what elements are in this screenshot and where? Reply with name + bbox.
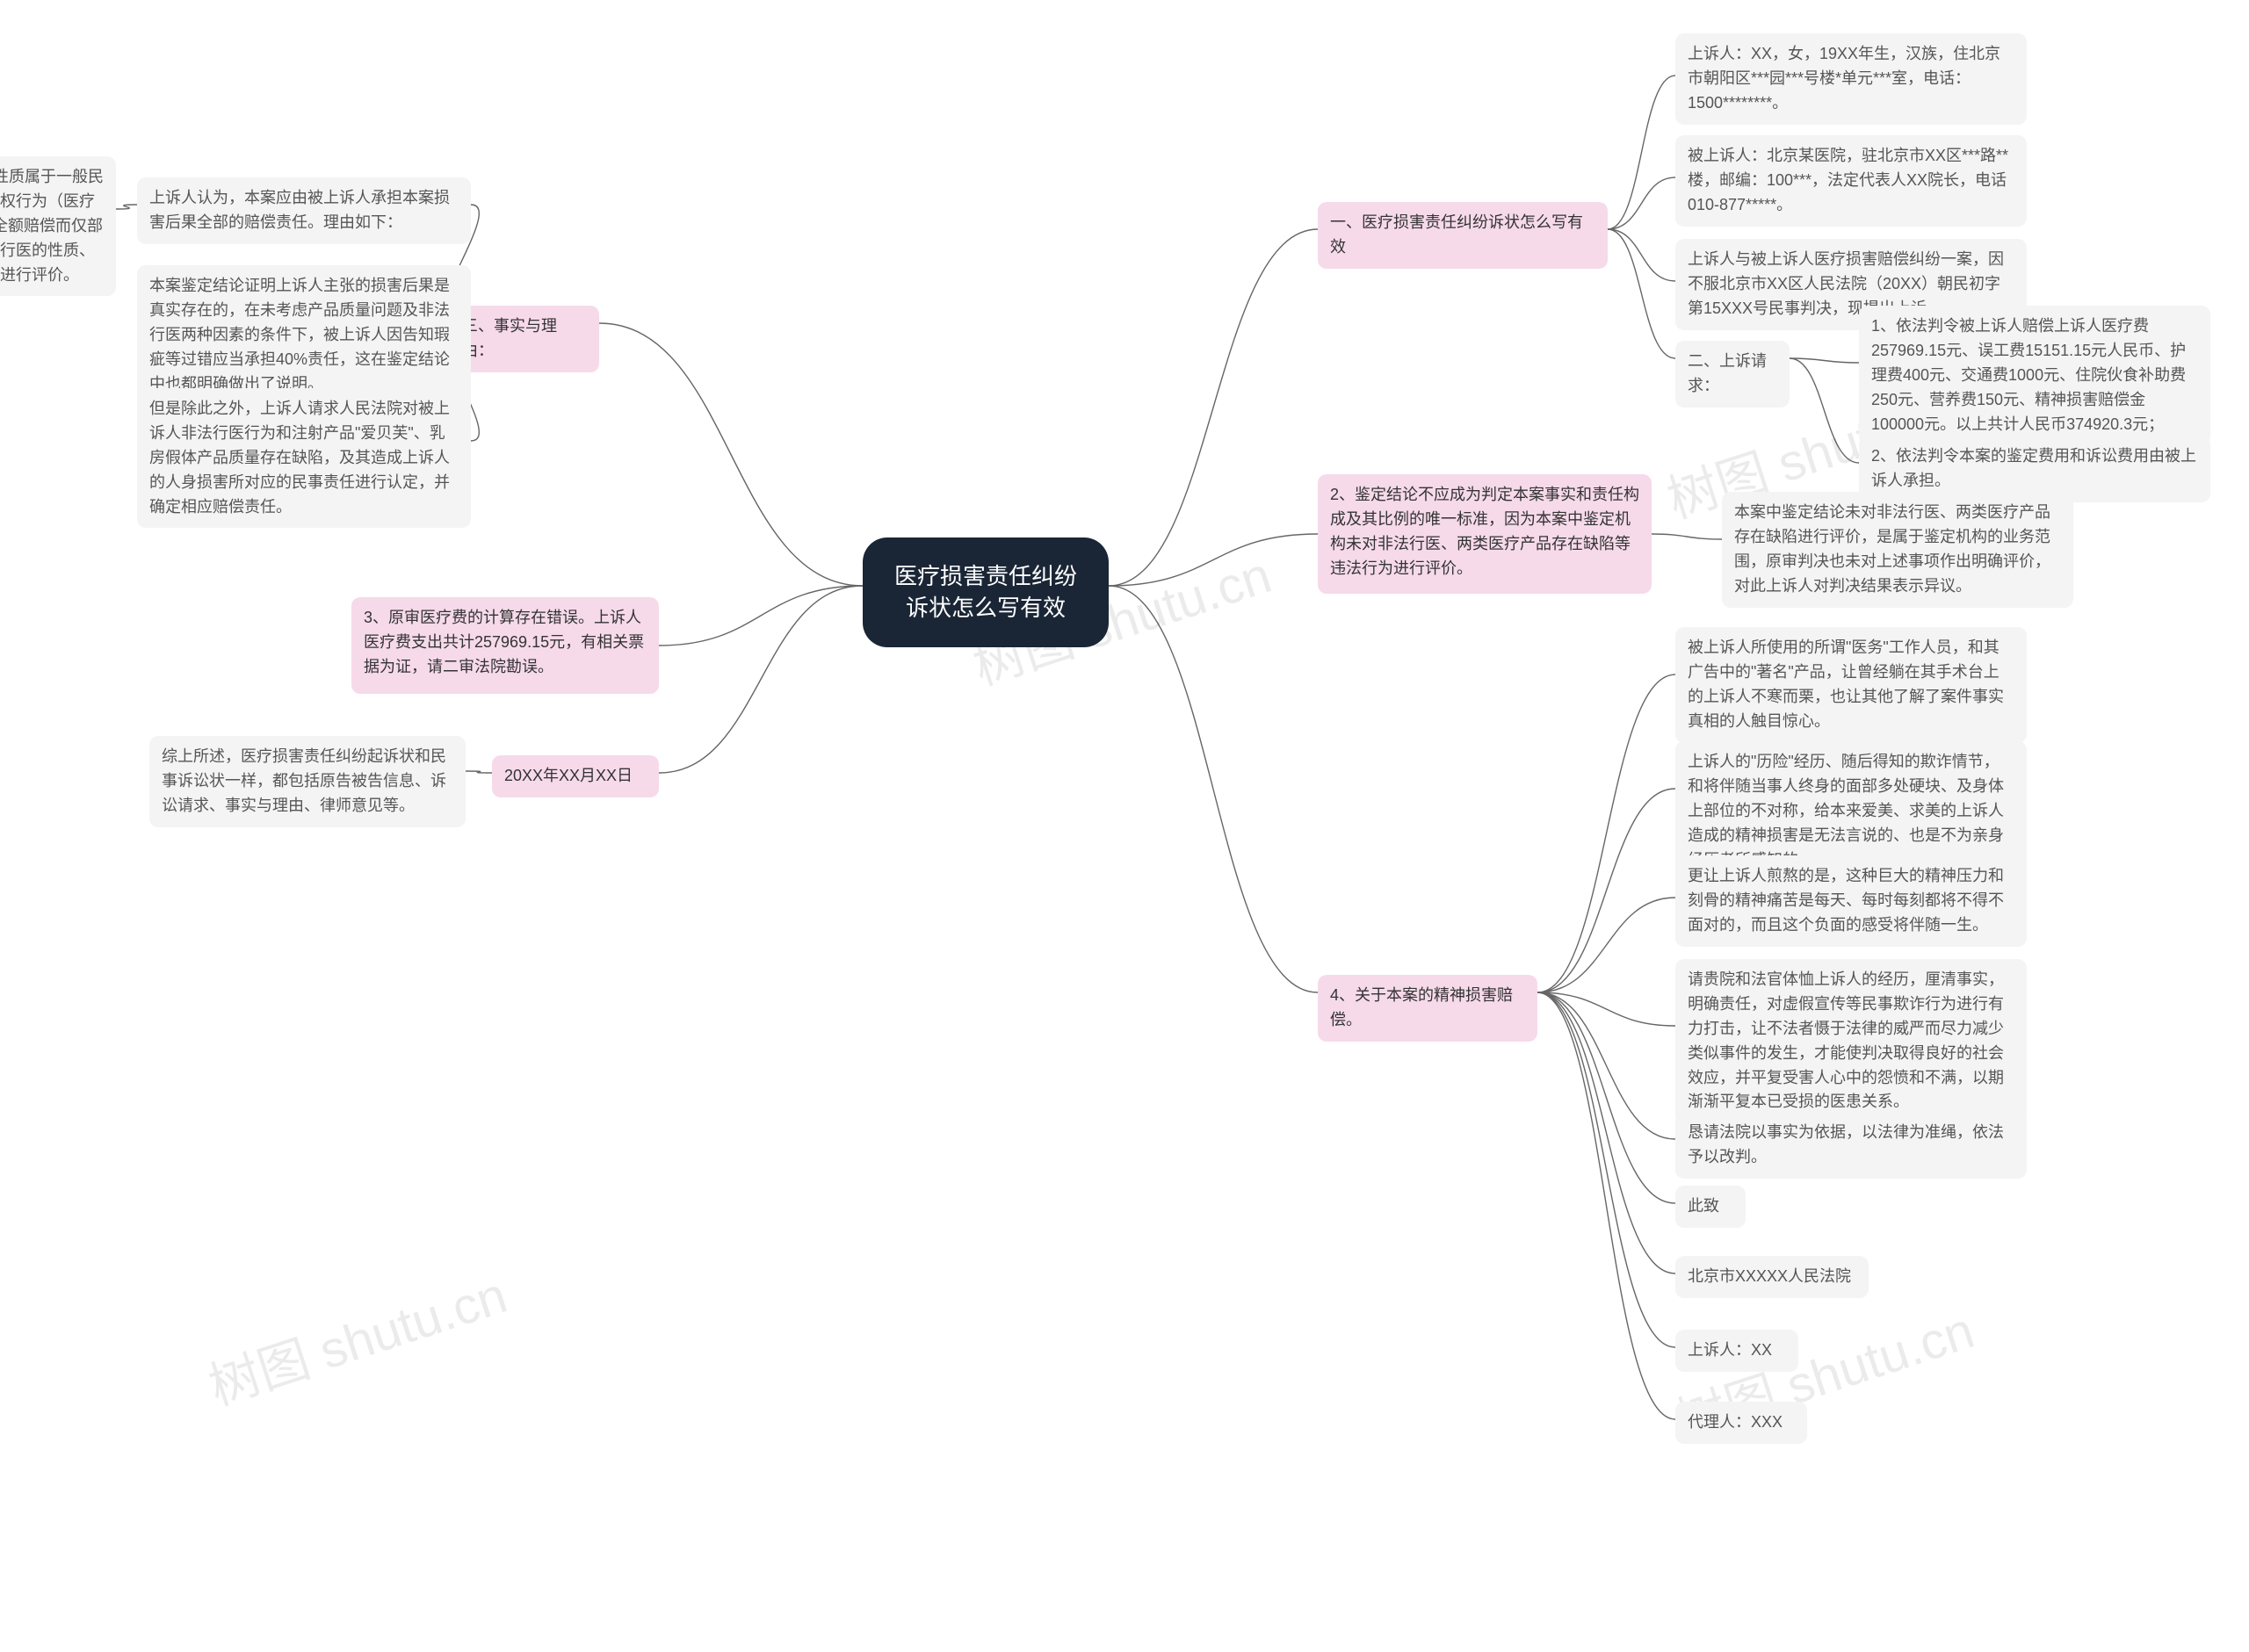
leaf-node[interactable]: 综上所述，医疗损害责任纠纷起诉状和民事诉讼状一样，都包括原告被告信息、诉讼请求、… bbox=[149, 736, 466, 827]
edge bbox=[1537, 992, 1675, 1026]
edge bbox=[1537, 898, 1675, 992]
leaf-node[interactable]: 本案鉴定结论证明上诉人主张的损害后果是真实存在的，在未考虑产品质量问题及非法行医… bbox=[137, 265, 471, 405]
branch-node[interactable]: 2、鉴定结论不应成为判定本案事实和责任构成及其比例的唯一标准，因为本案中鉴定机构… bbox=[1318, 474, 1652, 594]
leaf-node[interactable]: 被上诉人所使用的所谓"医务"工作人员，和其广告中的"著名"产品，让曾经躺在其手术… bbox=[1675, 627, 2027, 743]
edge bbox=[1537, 992, 1675, 1203]
leaf-node[interactable]: 北京市XXXXX人民法院 bbox=[1675, 1256, 1869, 1298]
edge bbox=[1608, 229, 1675, 358]
edge bbox=[1608, 177, 1675, 229]
leaf-node[interactable]: 被上诉人：北京某医院，驻北京市XX区***路**楼，邮编：100***，法定代表… bbox=[1675, 135, 2027, 227]
leaf-node[interactable]: 更让上诉人煎熬的是，这种巨大的精神压力和刻骨的精神痛苦是每天、每时每刻都将不得不… bbox=[1675, 855, 2027, 947]
leaf-node[interactable]: 二、上诉请求： bbox=[1675, 341, 1790, 408]
leaf-node[interactable]: 请贵院和法官体恤上诉人的经历，厘清事实，明确责任，对虚假宣传等民事欺诈行为进行有… bbox=[1675, 959, 2027, 1123]
leaf-node[interactable]: 上诉人：XX，女，19XX年生，汉族，住北京市朝阳区***园***号楼*单元**… bbox=[1675, 33, 2027, 125]
edge bbox=[1652, 534, 1722, 539]
edge bbox=[1537, 992, 1675, 1347]
branch-node[interactable]: 20XX年XX月XX日 bbox=[492, 755, 659, 797]
edge bbox=[116, 205, 137, 209]
edge bbox=[659, 586, 863, 646]
edge bbox=[1537, 992, 1675, 1273]
edge bbox=[1537, 992, 1675, 1139]
edge bbox=[1537, 789, 1675, 992]
edge bbox=[466, 771, 492, 773]
branch-node[interactable]: 一、医疗损害责任纠纷诉状怎么写有效 bbox=[1318, 202, 1608, 269]
mindmap-canvas: 树图 shutu.cn树图 shutu.cn树图 shutu.cn树图 shut… bbox=[0, 0, 2249, 1652]
leaf-node[interactable]: 上诉人认为，本案应由被上诉人承担本案损害后果全部的赔偿责任。理由如下： bbox=[137, 177, 471, 244]
leaf-node[interactable]: 但是除此之外，上诉人请求人民法院对被上诉人非法行医行为和注射产品"爱贝芙"、乳房… bbox=[137, 388, 471, 528]
edge bbox=[659, 586, 863, 773]
edge bbox=[1608, 229, 1675, 281]
watermark: 树图 shutu.cn bbox=[199, 1254, 515, 1419]
edge bbox=[1790, 358, 1859, 463]
edge bbox=[599, 323, 863, 586]
leaf-node[interactable]: 此致 bbox=[1675, 1186, 1746, 1228]
leaf-node[interactable]: 代理人：XXX bbox=[1675, 1402, 1807, 1444]
edge bbox=[1537, 675, 1675, 992]
leaf-node[interactable]: 本案中鉴定结论未对非法行医、两类医疗产品存在缺陷进行评价，是属于鉴定机构的业务范… bbox=[1722, 492, 2073, 608]
leaf-node[interactable]: 1、原审判决未认识到本案的性质属于一般民事侵权行为而不属于特殊的侵权行为（医疗侵… bbox=[0, 156, 116, 296]
root-node[interactable]: 医疗损害责任纠纷诉状怎么写有效 bbox=[863, 537, 1109, 647]
edge bbox=[1608, 76, 1675, 229]
branch-node[interactable]: 4、关于本案的精神损害赔偿。 bbox=[1318, 975, 1537, 1042]
edge bbox=[1109, 229, 1318, 586]
leaf-node[interactable]: 恳请法院以事实为依据，以法律为准绳，依法予以改判。 bbox=[1675, 1112, 2027, 1179]
leaf-node[interactable]: 上诉人：XX bbox=[1675, 1330, 1798, 1372]
branch-node[interactable]: 三、事实与理由： bbox=[450, 306, 599, 372]
edge bbox=[1109, 534, 1318, 586]
edge bbox=[1109, 586, 1318, 992]
edge bbox=[1790, 358, 1859, 363]
edge bbox=[1537, 992, 1675, 1419]
branch-node[interactable]: 3、原审医疗费的计算存在错误。上诉人医疗费支出共计257969.15元，有相关票… bbox=[351, 597, 659, 694]
leaf-node[interactable]: 1、依法判令被上诉人赔偿上诉人医疗费257969.15元、误工费15151.15… bbox=[1859, 306, 2210, 445]
